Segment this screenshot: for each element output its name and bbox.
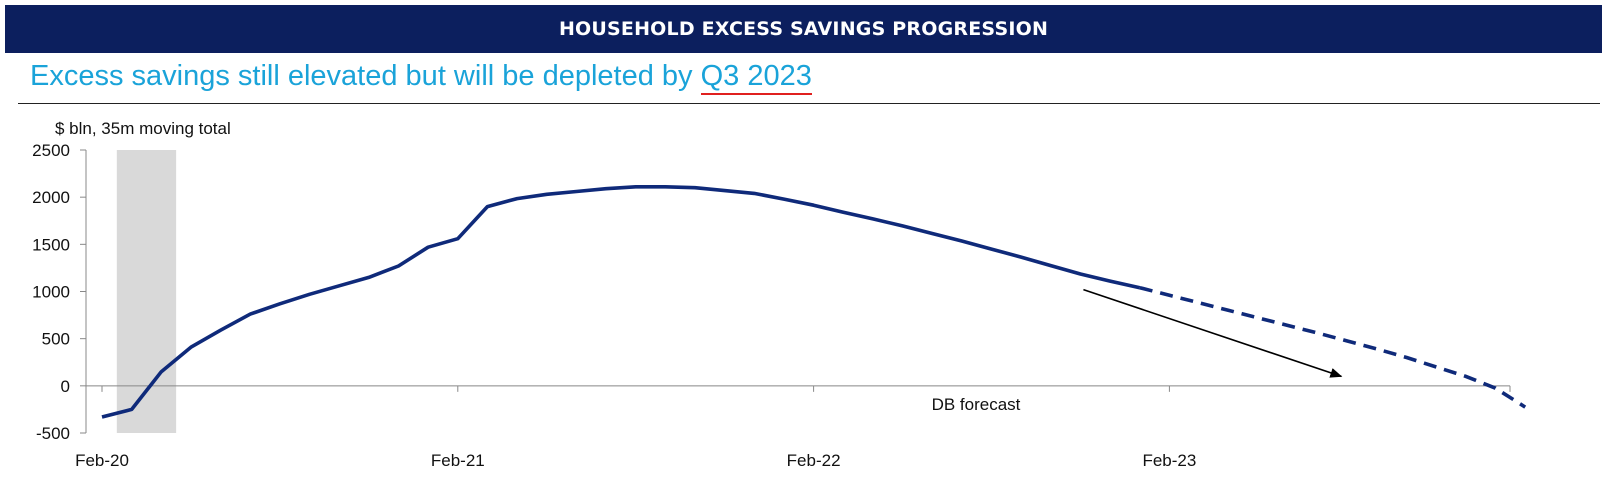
x-tick-label: Feb-22 — [787, 451, 841, 470]
y-tick-label: 2000 — [32, 188, 70, 207]
y-tick-label: 0 — [61, 377, 70, 396]
subtitle-highlight: Q3 2023 — [700, 60, 812, 95]
annotation-db-forecast: DB forecast — [932, 395, 1021, 414]
subtitle-rule — [18, 103, 1600, 104]
x-tick-label: Feb-21 — [431, 451, 485, 470]
subtitle-prefix: Excess savings still elevated but will b… — [30, 60, 701, 92]
banner-title: HOUSEHOLD EXCESS SAVINGS PROGRESSION — [5, 5, 1602, 53]
trend-arrow — [1083, 288, 1343, 378]
y-axis-label: $ bln, 35m moving total — [55, 119, 231, 138]
y-tick-label: 1000 — [32, 283, 70, 302]
y-tick-label: 1500 — [32, 235, 70, 254]
y-tick-label: 500 — [42, 330, 70, 349]
y-tick-label: 2500 — [32, 141, 70, 160]
actual-line — [101, 185, 1141, 419]
x-tick-label: Feb-20 — [75, 451, 129, 470]
subtitle: Excess savings still elevated but will b… — [30, 60, 812, 95]
x-tick-label: Feb-23 — [1142, 451, 1196, 470]
forecast-line — [1139, 285, 1527, 409]
y-tick-label: -500 — [36, 424, 70, 443]
